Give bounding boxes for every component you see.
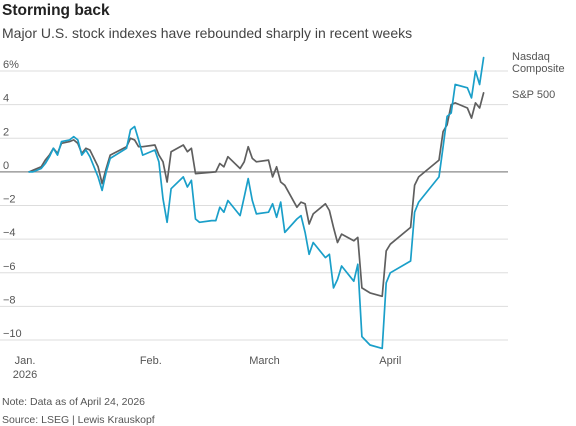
y-tick-label: −10 (3, 328, 22, 340)
chart-source: Source: LSEG | Lewis Krauskopf (2, 414, 155, 426)
series-label: Composite (512, 63, 565, 75)
chart-subtitle: Major U.S. stock indexes have rebounded … (2, 25, 413, 41)
x-tick-label: March (249, 355, 280, 367)
y-tick-label: 2 (3, 126, 9, 138)
series-line (28, 56, 485, 350)
x-tick-sublabel: 2026 (13, 369, 37, 381)
gridlines (0, 70, 508, 341)
chart-title: Storming back (2, 2, 110, 19)
series-lines (28, 56, 485, 350)
y-tick-label: −4 (3, 227, 16, 239)
y-tick-label: 4 (3, 93, 9, 105)
y-tick-label: −2 (3, 194, 16, 206)
y-axis-ticks: 6% 4 2 0 −2 −4 −6 −8 −10 (3, 59, 22, 340)
x-tick-label: April (379, 355, 401, 367)
x-tick-label: Feb. (140, 355, 162, 367)
series-line (28, 92, 485, 298)
x-tick-label: Jan. (15, 355, 36, 367)
x-axis-ticks: Jan. 2026 Feb. March April (13, 355, 402, 381)
series-label: Nasdaq (512, 51, 550, 63)
series-label: S&P 500 (512, 89, 555, 101)
y-tick-label: −8 (3, 294, 16, 306)
y-tick-label: 0 (3, 160, 9, 172)
y-tick-label: 6% (3, 59, 19, 71)
y-tick-label: −6 (3, 261, 16, 273)
chart-note: Note: Data as of April 24, 2026 (2, 396, 146, 408)
